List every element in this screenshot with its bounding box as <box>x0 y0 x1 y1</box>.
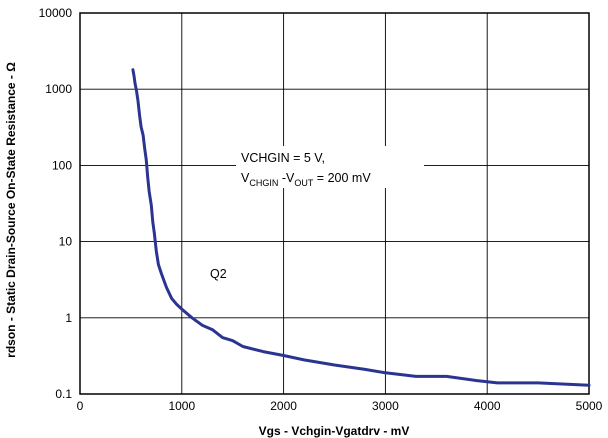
x-tick-label: 1000 <box>168 399 195 413</box>
series-line-q2 <box>131 68 591 387</box>
grid-lines <box>80 13 589 394</box>
condition-annotation-line2: VCHGIN -VOUT = 200 mV <box>241 171 371 188</box>
x-tick-labels: 0 1000 2000 3000 4000 5000 <box>77 399 603 413</box>
condition-annotation-line1: VCHGIN = 5 V, <box>241 151 325 165</box>
x-tick-label: 2000 <box>270 399 297 413</box>
x-tick-label: 0 <box>77 399 84 413</box>
y-tick-label: 0.1 <box>55 387 72 401</box>
plot-frame <box>79 12 590 395</box>
x-tick-label: 5000 <box>576 399 603 413</box>
y-axis-title: rdson - Static Drain-Source On-State Res… <box>4 62 18 358</box>
annotation-v1-subscript: CHGIN <box>249 178 278 188</box>
x-axis-title: Vgs - Vchgin-Vgatdrv - mV <box>259 424 410 438</box>
y-tick-label: 10000 <box>39 6 73 20</box>
y-tick-labels: 0.1 1 10 100 1000 10000 <box>39 6 73 401</box>
series-label-q2: Q2 <box>210 267 227 281</box>
y-tick-label: 1 <box>65 311 72 325</box>
rect-annotation-bg <box>236 146 424 188</box>
x-tick-label: 4000 <box>474 399 501 413</box>
annotation-tail: = 200 mV <box>313 171 371 185</box>
annotation-mid: -V <box>278 171 295 185</box>
y-tick-label: 1000 <box>45 82 72 96</box>
x-tick-label: 3000 <box>372 399 399 413</box>
y-tick-label: 100 <box>52 158 72 172</box>
annotation-v2-subscript: OUT <box>294 178 314 188</box>
y-tick-label: 10 <box>59 235 73 249</box>
annotation-v1: V <box>241 171 250 185</box>
